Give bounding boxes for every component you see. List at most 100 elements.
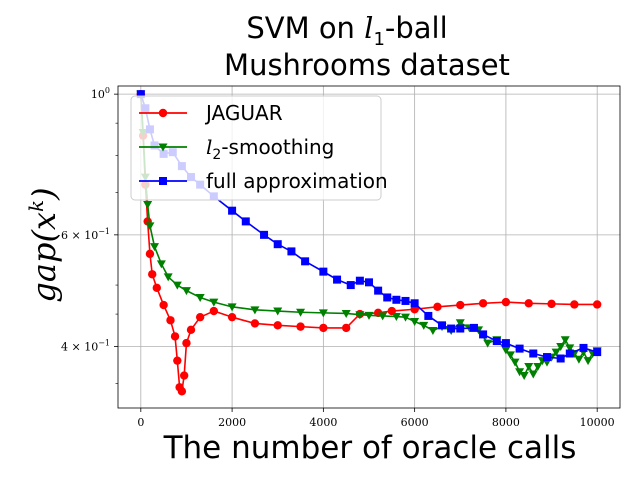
data-point-full-approximation <box>542 353 551 362</box>
data-point-full-approximation <box>515 344 524 353</box>
data-point-l2-smoothing <box>391 313 401 322</box>
data-point-l2-smoothing <box>181 287 191 296</box>
data-point-l2-smoothing <box>209 298 219 307</box>
data-point-full-approximation <box>565 349 574 358</box>
legend-marker <box>159 177 167 185</box>
data-point-l2-smoothing <box>574 355 584 364</box>
legend-item-l2-smoothing: l2-smoothing <box>139 135 334 163</box>
data-point-full-approximation <box>469 323 478 332</box>
legend-marker <box>158 108 168 118</box>
data-point-l2-smoothing <box>378 312 388 321</box>
data-point-jaguar <box>319 323 328 333</box>
data-point-full-approximation <box>501 339 510 348</box>
y-tick-label: 4 × 10−1 <box>61 339 110 354</box>
data-point-l2-smoothing <box>163 273 173 282</box>
data-point-l2-smoothing <box>143 200 153 209</box>
data-point-l2-smoothing <box>528 370 538 379</box>
data-point-l2-smoothing <box>364 311 374 320</box>
data-point-jaguar <box>433 302 442 312</box>
data-point-full-approximation <box>456 324 465 333</box>
data-point-l2-smoothing <box>172 281 182 290</box>
data-point-l2-smoothing <box>551 348 561 357</box>
x-tick-label: 2000 <box>218 416 246 429</box>
data-point-full-approximation <box>319 267 328 276</box>
data-point-jaguar <box>182 338 191 348</box>
data-point-l2-smoothing <box>145 222 155 231</box>
x-axis-label: The number of oracle calls <box>163 430 577 466</box>
legend-label: l2-smoothing <box>206 135 334 163</box>
x-tick-label: 6000 <box>401 416 429 429</box>
series-jaguar <box>136 89 602 396</box>
data-point-jaguar <box>227 312 237 322</box>
data-point-full-approximation <box>479 330 488 339</box>
data-point-l2-smoothing <box>533 363 543 372</box>
data-point-jaguar <box>570 300 579 309</box>
data-point-jaguar <box>186 325 196 335</box>
data-point-l2-smoothing <box>560 336 570 345</box>
data-point-full-approximation <box>579 343 588 352</box>
data-point-l2-smoothing <box>250 306 260 315</box>
legend: JAGUAR l2-smoothing full approximation <box>130 95 388 201</box>
data-point-l2-smoothing <box>401 313 411 322</box>
data-point-l2-smoothing <box>428 326 438 335</box>
legend-marker <box>158 143 168 152</box>
data-point-full-approximation <box>401 296 410 305</box>
data-point-full-approximation <box>365 278 373 287</box>
legend-item-full-approximation: full approximation <box>139 169 388 193</box>
data-point-l2-smoothing <box>483 339 493 348</box>
data-point-jaguar <box>166 316 175 325</box>
data-point-l2-smoothing <box>341 309 351 318</box>
legend-item-jaguar: JAGUAR <box>139 101 283 125</box>
data-point-full-approximation <box>273 240 282 249</box>
data-point-l2-smoothing <box>410 318 420 327</box>
legend-label: full approximation <box>206 169 388 193</box>
data-point-full-approximation <box>333 275 342 284</box>
data-point-jaguar <box>209 306 219 316</box>
data-point-full-approximation <box>241 217 250 226</box>
data-point-l2-smoothing <box>519 372 529 381</box>
data-point-l2-smoothing <box>515 368 525 377</box>
data-point-full-approximation <box>287 247 296 256</box>
data-point-l2-smoothing <box>195 293 205 302</box>
data-point-l2-smoothing <box>355 311 365 320</box>
data-point-jaguar <box>148 270 157 279</box>
x-tick-label: 10000 <box>580 416 615 429</box>
data-point-l2-smoothing <box>318 309 328 318</box>
data-point-full-approximation <box>556 354 565 363</box>
y-axis-label: gap(xk) <box>24 187 63 302</box>
data-point-jaguar <box>179 371 189 380</box>
data-point-jaguar <box>478 299 488 308</box>
data-point-full-approximation <box>492 337 501 346</box>
data-point-full-approximation <box>260 230 269 239</box>
data-point-full-approximation <box>301 257 310 266</box>
data-point-full-approximation <box>355 276 364 285</box>
data-point-jaguar <box>456 300 465 310</box>
data-point-full-approximation <box>529 349 538 358</box>
data-point-jaguar <box>170 332 180 341</box>
data-point-jaguar <box>195 312 205 322</box>
data-point-l2-smoothing <box>419 321 429 330</box>
data-point-full-approximation <box>424 311 433 320</box>
data-point-l2-smoothing <box>156 260 166 269</box>
data-point-full-approximation <box>438 321 447 330</box>
legend-box <box>130 95 382 201</box>
data-point-full-approximation <box>136 90 145 99</box>
data-point-full-approximation <box>392 295 401 304</box>
data-point-l2-smoothing <box>583 357 593 366</box>
chart-title-line1: SVM on l1-ball <box>246 11 447 50</box>
data-point-jaguar <box>152 283 161 293</box>
chart-title-line1-text: SVM on <box>246 11 364 45</box>
data-point-jaguar <box>547 299 556 309</box>
data-point-jaguar <box>592 300 602 309</box>
data-point-l2-smoothing <box>510 358 520 367</box>
data-point-l2-smoothing <box>524 363 534 372</box>
data-point-l2-smoothing <box>227 303 237 312</box>
data-point-jaguar <box>177 387 187 396</box>
data-point-jaguar <box>273 321 282 330</box>
y-tick-label: 100 <box>91 86 110 101</box>
x-tick-label: 0 <box>137 416 144 429</box>
x-tick-label: 4000 <box>309 416 337 429</box>
data-point-l2-smoothing <box>296 308 306 317</box>
data-point-jaguar <box>524 299 533 308</box>
